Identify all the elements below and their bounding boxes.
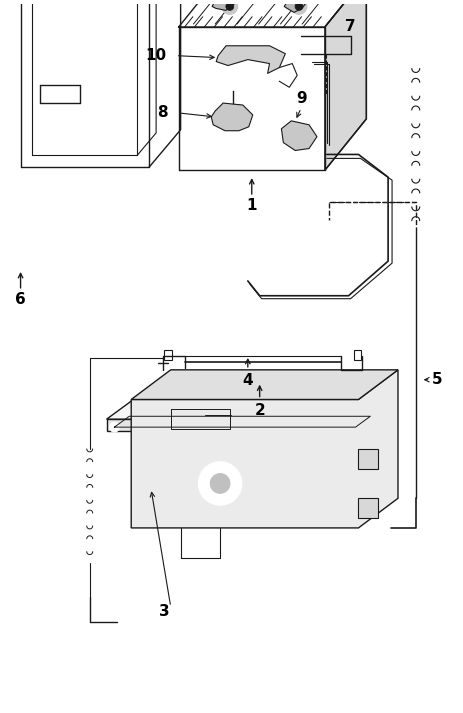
- Circle shape: [130, 407, 140, 417]
- Text: 7: 7: [344, 19, 355, 34]
- Polygon shape: [131, 370, 397, 399]
- Polygon shape: [216, 46, 285, 73]
- Circle shape: [242, 276, 252, 286]
- Bar: [353, 350, 361, 360]
- Polygon shape: [324, 0, 366, 170]
- Text: 1: 1: [246, 198, 257, 213]
- Text: 5: 5: [431, 372, 442, 387]
- Polygon shape: [106, 419, 363, 431]
- Polygon shape: [283, 0, 307, 12]
- Text: 6: 6: [15, 292, 26, 307]
- Polygon shape: [131, 370, 397, 528]
- Circle shape: [221, 0, 237, 14]
- Circle shape: [350, 422, 360, 432]
- Polygon shape: [281, 121, 316, 150]
- Text: 9: 9: [295, 91, 306, 106]
- Circle shape: [370, 407, 381, 417]
- Polygon shape: [211, 103, 252, 130]
- Circle shape: [410, 53, 420, 63]
- Circle shape: [225, 2, 233, 11]
- Bar: [358, 449, 377, 468]
- Polygon shape: [212, 0, 237, 11]
- Bar: [358, 498, 377, 518]
- Text: 4: 4: [242, 373, 253, 388]
- Text: 3: 3: [158, 605, 169, 620]
- Text: 8: 8: [157, 106, 168, 120]
- Circle shape: [109, 422, 119, 432]
- Circle shape: [198, 462, 241, 506]
- Circle shape: [210, 473, 230, 493]
- Bar: [163, 350, 171, 360]
- Circle shape: [290, 0, 306, 14]
- Circle shape: [294, 2, 302, 11]
- Text: 10: 10: [145, 48, 166, 63]
- Text: 2: 2: [254, 403, 264, 418]
- Polygon shape: [106, 398, 392, 419]
